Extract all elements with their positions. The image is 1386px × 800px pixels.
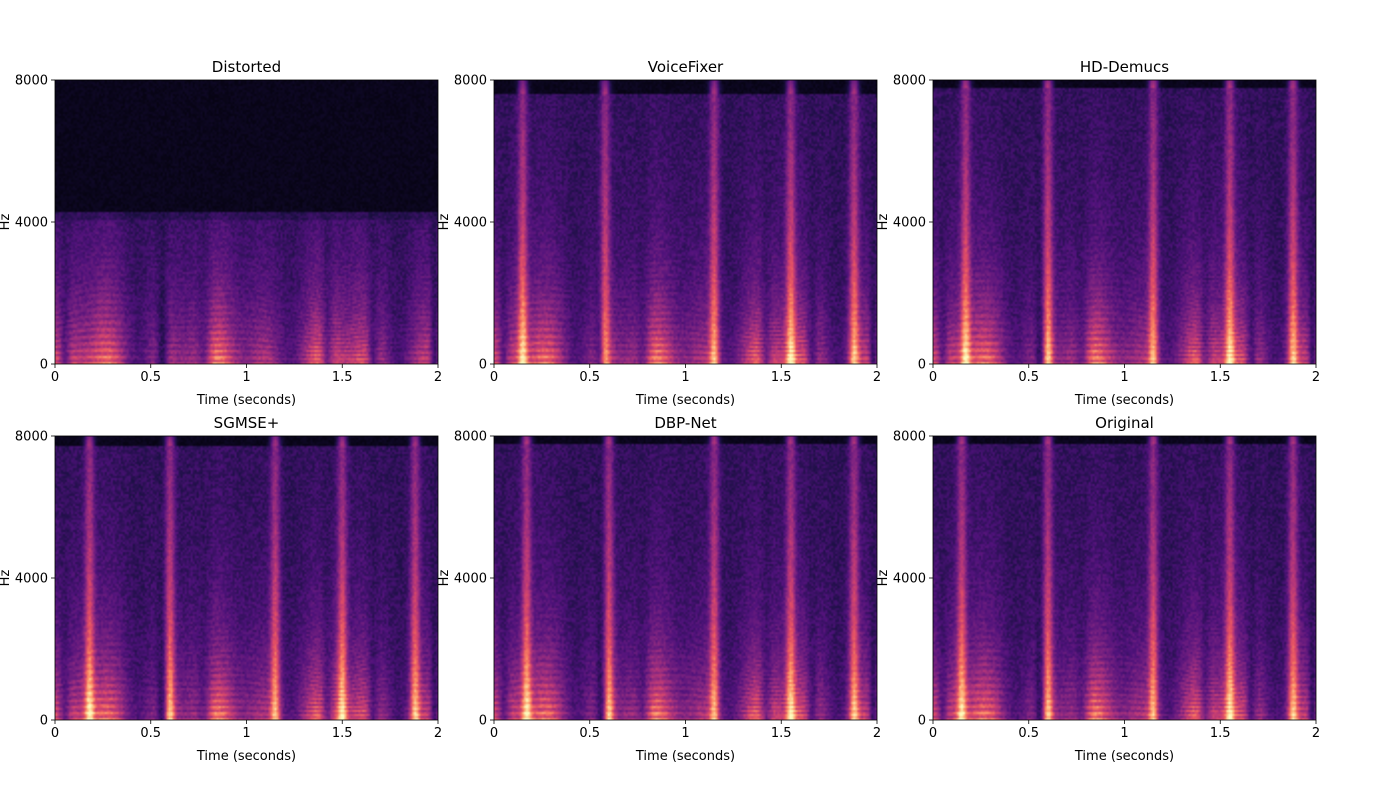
panel-title: VoiceFixer xyxy=(648,58,724,76)
y-tick-label: 4000 xyxy=(15,572,48,587)
y-tick-label: 0 xyxy=(479,714,487,729)
y-tick-label: 4000 xyxy=(454,572,487,587)
panel-title: HD-Demucs xyxy=(1080,58,1169,76)
x-tick-label: 2 xyxy=(434,726,442,741)
x-tick-label: 0.5 xyxy=(579,726,600,741)
x-tick-label: 1 xyxy=(681,726,689,741)
x-tick-label: 0.5 xyxy=(1018,370,1039,385)
spectrogram-panel: Original 0 0.5 1 1.5 2 0 4000 8000 Time (seconds) xyxy=(893,414,1320,764)
spectrogram-image xyxy=(933,80,1316,364)
y-tick-label: 0 xyxy=(918,714,926,729)
x-tick-label: 0 xyxy=(51,370,59,385)
spectrogram-image xyxy=(55,80,438,364)
spectrogram-image xyxy=(494,436,877,720)
x-tick-label: 1 xyxy=(681,370,689,385)
x-tick-label: 0.5 xyxy=(1018,726,1039,741)
panel-title: SGMSE+ xyxy=(214,414,280,432)
x-tick-label: 2 xyxy=(434,370,442,385)
panel-title: Original xyxy=(1095,414,1154,432)
spectrogram-panel: HD-Demucs 0 0.5 1 1.5 2 0 4000 8000 Time (seconds… xyxy=(893,58,1320,408)
x-tick-label: 0 xyxy=(490,726,498,741)
x-axis-label: Time (seconds) xyxy=(196,749,296,764)
x-axis-label: Time (seconds) xyxy=(196,393,296,408)
spectrogram-panel: Distorted 0 0.5 1 1.5 2 0 4000 8000 Time (seconds… xyxy=(15,58,442,408)
x-tick-label: 1 xyxy=(242,726,250,741)
spectrogram-image xyxy=(55,436,438,720)
y-tick-label: 4000 xyxy=(893,572,926,587)
x-tick-label: 1 xyxy=(1120,726,1128,741)
x-tick-label: 1.5 xyxy=(1210,726,1231,741)
spectrogram-panel: VoiceFixer 0 0.5 1 1.5 2 0 4000 8000 Time (second… xyxy=(454,58,881,408)
x-tick-label: 0.5 xyxy=(140,370,161,385)
y-axis-label: Hz xyxy=(876,570,891,587)
x-axis-label: Time (seconds) xyxy=(635,393,735,408)
x-tick-label: 2 xyxy=(873,370,881,385)
x-axis-label: Time (seconds) xyxy=(1074,749,1174,764)
x-tick-label: 1 xyxy=(242,370,250,385)
x-tick-label: 0 xyxy=(51,726,59,741)
x-tick-label: 2 xyxy=(1312,726,1320,741)
x-tick-label: 1.5 xyxy=(771,370,792,385)
y-tick-label: 8000 xyxy=(893,74,926,89)
panel-title: Distorted xyxy=(212,58,281,76)
y-tick-label: 0 xyxy=(40,714,48,729)
y-axis-label: Hz xyxy=(437,570,452,587)
y-tick-label: 0 xyxy=(40,358,48,373)
x-axis-label: Time (seconds) xyxy=(1074,393,1174,408)
y-tick-label: 0 xyxy=(918,358,926,373)
spectrogram-image xyxy=(933,436,1316,720)
spectrogram-image xyxy=(494,80,877,364)
x-tick-label: 2 xyxy=(873,726,881,741)
y-tick-label: 0 xyxy=(479,358,487,373)
y-tick-label: 8000 xyxy=(454,430,487,445)
spectrogram-panel: SGMSE+ 0 0.5 1 1.5 2 0 4000 8000 Time (seconds) xyxy=(15,414,442,764)
x-tick-label: 1.5 xyxy=(332,726,353,741)
y-axis-label: Hz xyxy=(0,214,13,231)
x-tick-label: 0.5 xyxy=(579,370,600,385)
x-tick-label: 0 xyxy=(490,370,498,385)
spectrogram-panel: DBP-Net 0 0.5 1 1.5 2 0 4000 8000 Time (seconds) xyxy=(454,414,881,764)
y-axis-label: Hz xyxy=(437,214,452,231)
y-tick-label: 4000 xyxy=(893,216,926,231)
y-axis-label: Hz xyxy=(0,570,13,587)
x-tick-label: 0 xyxy=(929,726,937,741)
y-tick-label: 8000 xyxy=(893,430,926,445)
x-tick-label: 1.5 xyxy=(1210,370,1231,385)
y-tick-label: 8000 xyxy=(15,74,48,89)
y-tick-label: 8000 xyxy=(454,74,487,89)
x-tick-label: 0.5 xyxy=(140,726,161,741)
x-tick-label: 0 xyxy=(929,370,937,385)
x-tick-label: 1.5 xyxy=(771,726,792,741)
y-axis-label: Hz xyxy=(876,214,891,231)
panel-title: DBP-Net xyxy=(654,414,716,432)
y-tick-label: 4000 xyxy=(15,216,48,231)
x-tick-label: 2 xyxy=(1312,370,1320,385)
y-tick-label: 8000 xyxy=(15,430,48,445)
y-tick-label: 4000 xyxy=(454,216,487,231)
x-tick-label: 1.5 xyxy=(332,370,353,385)
x-tick-label: 1 xyxy=(1120,370,1128,385)
x-axis-label: Time (seconds) xyxy=(635,749,735,764)
